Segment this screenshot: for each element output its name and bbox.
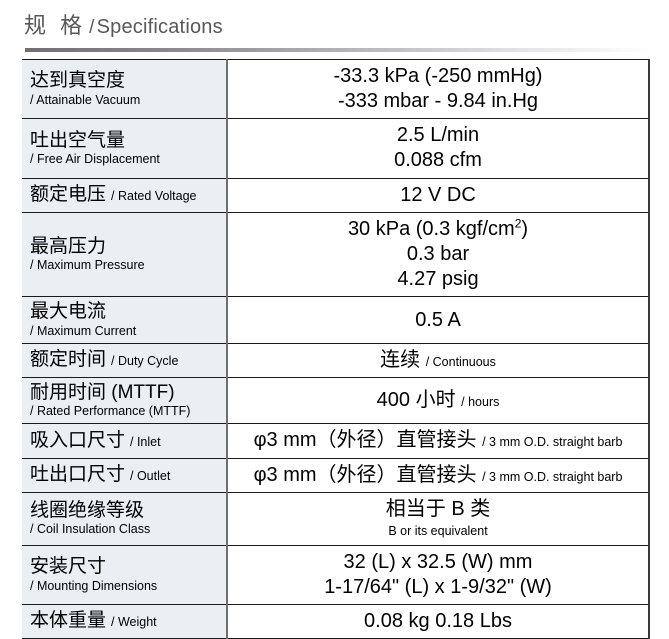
spec-value-line: 相当于 B 类 [234,497,642,522]
table-row: 本体重量 / Weight 0.08 kg 0.18 Lbs [22,604,650,639]
spec-label-en: / Coil Insulation Class [30,522,151,537]
spec-value-line: 30 kPa (0.3 kgf/cm2) [234,217,642,242]
spec-value-en: / 3 mm O.D. straight barb [482,469,623,484]
spec-value-line: -33.3 kPa (-250 mmHg) [333,64,543,87]
spec-label-cn: 最大电流 [30,301,107,323]
spec-value-line: 0.3 bar [406,243,470,266]
spec-value-cell: 相当于 B 类 B or its equivalent [227,492,650,546]
spec-header: 规 格 / Specifications [0,0,669,39]
table-row: 安装尺寸 / Mounting Dimensions 32 (L) x 32.5 (… [22,545,650,605]
spec-label-cell: 吸入口尺寸 / Inlet [22,423,228,459]
header-gradient-divider [25,47,650,52]
spec-value-cn: φ3 mm（外径）直管接头 [253,463,477,486]
spec-value-line: 连续 / Continuous [234,348,642,373]
spec-label-cn: 吐出空气量 [30,129,126,151]
spec-value-line: 400 小时 / hours [234,388,642,413]
spec-label-cell: 最大电流 / Maximum Current [22,296,228,344]
spec-value-cn: φ3 mm（外径）直管接头 [253,429,477,452]
spec-label-cell: 额定时间 / Duty Cycle [22,343,228,378]
spec-label-cn: 线圈绝缘等级 [30,500,145,522]
spec-value-subtext: B or its equivalent [388,523,488,538]
spec-label-cn: 本体重量 [30,610,107,632]
spec-value-cell: 12 V DC [227,178,650,213]
spec-label-en: / Attainable Vacuum [30,92,141,107]
spec-label-cn: 吐出口尺寸 [30,463,126,485]
spec-label-en: / Rated Voltage [111,189,197,204]
spec-value-line: 0.08 kg 0.18 Lbs [364,610,512,633]
spec-label-cell: 最高压力 / Maximum Pressure [22,212,228,297]
spec-label-en: / Mounting Dimensions [30,578,158,593]
spec-value-line: 1-17/64" (L) x 1-9/32" (W) [324,575,552,598]
spec-value-text-tail: ) [521,217,529,240]
spec-label-cn: 额定时间 [30,349,107,371]
spec-value-en: / Continuous [425,354,496,369]
table-row: 最高压力 / Maximum Pressure 30 kPa (0.3 kgf/cm… [22,212,650,297]
spec-value-cell: 2.5 L/min 0.088 cfm [227,118,650,179]
spec-label-cell: 耐用时间 (MTTF) / Rated Performance (MTTF) [22,377,228,424]
spec-label-en: / Free Air Displacement [30,152,160,167]
spec-value-cn: 400 小时 [376,389,456,412]
spec-label-cn: 安装尺寸 [30,556,107,578]
spec-label-cell: 达到真空度 / Attainable Vacuum [22,59,228,119]
spec-label-cn: 额定电压 [30,184,107,206]
page-title-separator: / [89,17,95,38]
specifications-table: 达到真空度 / Attainable Vacuum -33.3 kPa (-250 … [22,59,650,639]
spec-label-cell: 额定电压 / Rated Voltage [22,178,228,213]
spec-label-cell: 吐出空气量 / Free Air Displacement [22,118,228,179]
table-row: 吐出空气量 / Free Air Displacement 2.5 L/min 0.0… [22,118,650,179]
spec-value-cell: 连续 / Continuous [227,343,650,378]
spec-label-cell: 安装尺寸 / Mounting Dimensions [22,545,228,605]
spec-label-en: / Outlet [130,468,171,483]
spec-value-cell: 30 kPa (0.3 kgf/cm2) 0.3 bar 4.27 psig [227,212,650,297]
spec-value-line: 0.5 A [415,308,461,331]
spec-value-line: 0.088 cfm [394,149,482,172]
spec-label-cn: 吸入口尺寸 [30,429,126,451]
table-row: 线圈绝缘等级 / Coil Insulation Class 相当于 B 类 B or… [22,492,650,546]
spec-value-cell: -33.3 kPa (-250 mmHg) -333 mbar - 9.84 in… [227,59,650,119]
spec-value-superscript: 2 [514,216,522,231]
spec-value-text: 30 kPa (0.3 kgf/cm [347,217,515,240]
spec-label-cell: 本体重量 / Weight [22,604,228,639]
table-row: 吸入口尺寸 / Inlet φ3 mm（外径）直管接头 / 3 mm O.D. st… [22,423,650,459]
spec-label-en: / Rated Performance (MTTF) [30,404,191,419]
spec-value-line: 2.5 L/min [396,124,480,147]
header-divider-wrap [0,39,669,52]
spec-value-line: -333 mbar - 9.84 in.Hg [337,90,539,113]
page-title: 规 格 / Specifications [24,13,669,39]
spec-value-line: φ3 mm（外径）直管接头 / 3 mm O.D. straight barb [234,463,642,488]
spec-value-en: / 3 mm O.D. straight barb [482,435,623,450]
spec-value-cell: φ3 mm（外径）直管接头 / 3 mm O.D. straight barb [227,423,650,459]
spec-value-line: 32 (L) x 32.5 (W) mm [343,550,533,573]
page-title-en: Specifications [96,16,223,38]
spec-value-cell: φ3 mm（外径）直管接头 / 3 mm O.D. straight barb [227,458,650,493]
spec-label-en: / Maximum Current [30,323,137,338]
spec-value-en: / hours [461,395,500,410]
spec-value-cell: 32 (L) x 32.5 (W) mm 1-17/64" (L) x 1-9/3… [227,545,650,605]
spec-value-cn: 连续 [380,348,421,371]
spec-value-cell: 400 小时 / hours [227,377,650,424]
spec-label-cn: 耐用时间 (MTTF) [30,381,175,403]
table-row: 达到真空度 / Attainable Vacuum -33.3 kPa (-250 … [22,59,650,119]
spec-label-en: / Duty Cycle [111,354,179,369]
page-title-cn: 规 格 [24,13,87,38]
table-row: 最大电流 / Maximum Current 0.5 A [22,296,650,344]
spec-label-en: / Weight [111,615,157,630]
spec-label-cn: 达到真空度 [30,70,126,92]
table-row: 耐用时间 (MTTF) / Rated Performance (MTTF) 400… [22,377,650,424]
spec-value-cell: 0.5 A [227,296,650,344]
spec-value-cn: 相当于 B 类 [385,497,491,520]
table-row: 额定电压 / Rated Voltage 12 V DC [22,178,650,213]
spec-label-cell: 吐出口尺寸 / Outlet [22,458,228,493]
spec-table-wrap: 达到真空度 / Attainable Vacuum -33.3 kPa (-250 … [0,52,669,639]
spec-label-cn: 最高压力 [30,235,107,257]
spec-label-cell: 线圈绝缘等级 / Coil Insulation Class [22,492,228,546]
spec-value-line: φ3 mm（外径）直管接头 / 3 mm O.D. straight barb [234,428,642,453]
spec-value-line: 12 V DC [400,183,476,206]
table-row: 额定时间 / Duty Cycle 连续 / Continuous [22,343,650,378]
spec-value-cell: 0.08 kg 0.18 Lbs [227,604,650,639]
spec-label-en: / Maximum Pressure [30,258,145,273]
table-row: 吐出口尺寸 / Outlet φ3 mm（外径）直管接头 / 3 mm O.D. s… [22,458,650,493]
spec-value-line: 4.27 psig [397,268,479,291]
spec-label-en: / Inlet [130,434,161,449]
